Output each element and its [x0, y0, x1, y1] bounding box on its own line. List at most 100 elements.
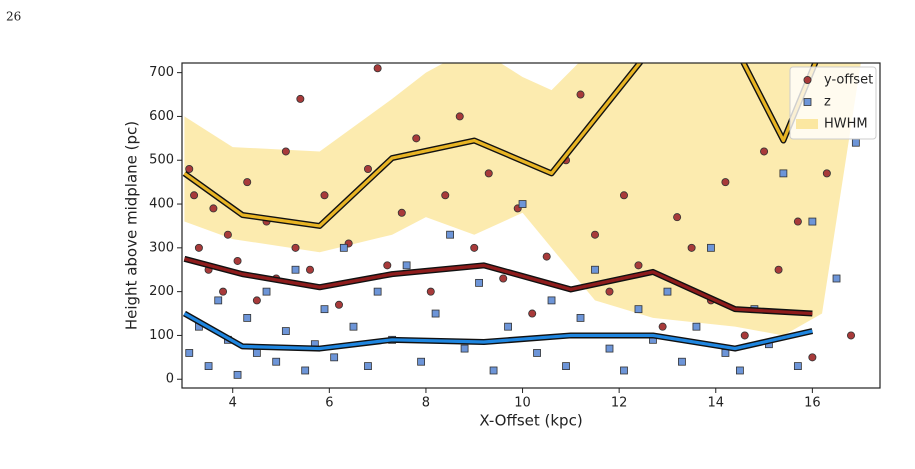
- y-offset-point: [252, 296, 261, 305]
- legend-marker: [803, 76, 812, 85]
- y-offset-point: [194, 243, 203, 252]
- y-offset-point: [373, 64, 382, 73]
- z-point: [373, 287, 382, 296]
- y-offset-point: [774, 265, 783, 274]
- z-point: [243, 314, 252, 322]
- z-point: [364, 362, 372, 370]
- y-offset-point: [296, 94, 305, 103]
- y-offset-point: [605, 287, 614, 296]
- y-offset-point: [383, 261, 392, 270]
- z-point: [204, 362, 213, 370]
- z-point: [291, 265, 300, 274]
- z-point: [779, 169, 788, 178]
- z-point: [547, 296, 556, 305]
- legend-label: HWHM: [824, 117, 868, 132]
- y-offset-point: [455, 112, 464, 121]
- y-tick-label: 0: [166, 372, 174, 387]
- y-offset-point: [426, 287, 435, 296]
- trend-line: [184, 257, 813, 316]
- z-point: [301, 366, 310, 375]
- z-point: [431, 309, 440, 318]
- y-offset-point: [306, 265, 315, 274]
- z-point: [185, 349, 194, 357]
- axes: 4 6 8 10 12 14 16 0 100 200 300 400 500 600 700 X-Offse…: [123, 62, 881, 430]
- y-offset-point: [470, 243, 479, 252]
- plot-area: [182, 63, 861, 379]
- z-point: [320, 305, 329, 314]
- z-point: [475, 278, 483, 287]
- legend-patch: [796, 119, 818, 129]
- x-tick-label: 6: [325, 396, 333, 411]
- z-point: [518, 200, 527, 208]
- z-point: [736, 366, 744, 375]
- z-point: [504, 322, 512, 331]
- z-point: [460, 344, 469, 353]
- x-tick-label: 4: [229, 396, 237, 411]
- z-point: [721, 349, 730, 357]
- z-point: [252, 349, 261, 357]
- plot-frame: [181, 62, 881, 389]
- z-point: [402, 261, 411, 270]
- y-offset-point: [687, 243, 696, 252]
- y-offset-point: [185, 164, 194, 173]
- z-point: [851, 138, 860, 147]
- z-point: [562, 362, 570, 370]
- y-offset-point: [320, 191, 329, 200]
- legend-label: z: [824, 95, 831, 110]
- y-tick-label: 300: [149, 240, 174, 255]
- z-point: [417, 357, 426, 366]
- z-point: [620, 366, 628, 375]
- z-point: [339, 243, 348, 252]
- y-offset-point: [219, 287, 228, 296]
- z-point: [707, 243, 715, 252]
- y-offset-point: [721, 178, 730, 187]
- z-point: [793, 362, 802, 370]
- y-offset-point: [658, 322, 667, 331]
- x-tick-label: 8: [422, 396, 430, 411]
- trend-line: [183, 312, 813, 351]
- y-tick-label: 700: [149, 65, 174, 80]
- legend-marker: [803, 98, 812, 106]
- z-point: [272, 357, 281, 366]
- z-point: [692, 322, 701, 331]
- y-offset-point: [619, 191, 628, 200]
- y-offset-point: [847, 331, 856, 340]
- z-point: [349, 322, 358, 331]
- z-point: [262, 287, 271, 296]
- y-offset-point: [397, 208, 406, 217]
- y-tick-label: 100: [149, 328, 174, 343]
- y-offset-point: [740, 331, 749, 340]
- z-point: [489, 366, 498, 375]
- x-tick-label: 14: [707, 396, 724, 411]
- y-offset-point: [209, 204, 218, 213]
- y-axis-label: Height above midplane (pc): [123, 121, 141, 330]
- z-point: [533, 349, 541, 357]
- z-point: [634, 305, 643, 314]
- y-offset-point: [591, 230, 600, 239]
- x-tick-label: 16: [804, 396, 821, 411]
- y-offset-point: [243, 178, 252, 187]
- z-point: [576, 314, 585, 322]
- y-offset-point: [484, 169, 493, 178]
- z-point: [330, 353, 339, 362]
- x-axis-label: X-Offset (kpc): [479, 412, 582, 430]
- z-point: [663, 287, 672, 296]
- y-offset-point: [528, 309, 537, 318]
- z-point: [214, 296, 223, 305]
- y-offset-point: [334, 300, 343, 309]
- y-offset-point: [822, 169, 831, 178]
- y-offset-point: [281, 147, 290, 156]
- z-point: [808, 217, 817, 226]
- legend-label: y-offset: [824, 73, 873, 88]
- page-number: 26: [6, 10, 21, 24]
- y-offset-point: [634, 261, 643, 270]
- y-offset-point: [363, 164, 372, 173]
- y-tick-label: 600: [149, 109, 174, 124]
- x-tick-label: 10: [514, 396, 531, 411]
- y-tick-label: 400: [149, 197, 174, 212]
- z-point: [233, 370, 242, 379]
- z-point: [678, 357, 686, 366]
- y-offset-point: [499, 274, 508, 283]
- y-offset-point: [760, 147, 769, 156]
